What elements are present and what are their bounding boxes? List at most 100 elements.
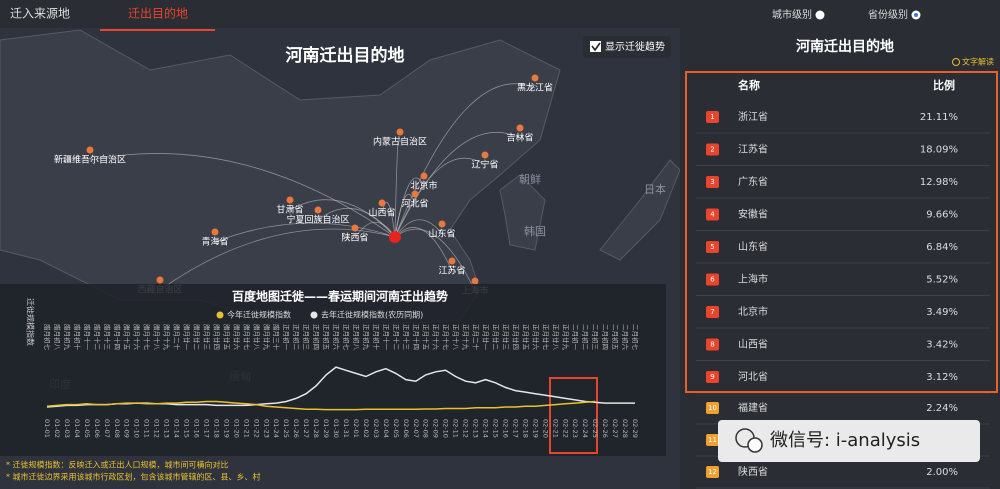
map-label: 日本	[644, 182, 666, 196]
link[interactable]: 文字解读	[962, 57, 994, 67]
map-label: 黑龙江省	[517, 82, 553, 94]
x-tick-label: 01-05	[83, 419, 91, 438]
x-tick-label: 02-04	[382, 419, 390, 438]
x-tick-label: 01-31	[342, 419, 350, 438]
lunar-label: 正月廿二	[491, 324, 500, 351]
lunar-label: 腊月十四	[113, 324, 122, 350]
x-tick-label: 01-13	[163, 419, 171, 438]
x-tick-label: 02-06	[402, 419, 410, 438]
col-header: 名称	[738, 78, 760, 92]
name: 山西省	[738, 338, 768, 351]
x-tick-label: 02-01	[352, 419, 360, 438]
rank-badge	[706, 208, 719, 221]
city-dot	[378, 199, 386, 207]
tab[interactable]: 迁入来源地	[10, 7, 70, 21]
lunar-label: 正月廿九	[561, 324, 570, 351]
lunar-label: 腊月廿四	[212, 324, 221, 350]
x-tick-label: 02-17	[511, 419, 519, 438]
x-tick-label: 01-11	[143, 419, 151, 438]
lunar-label: 二月初七	[631, 324, 640, 351]
lunar-label: 腊月十七	[143, 324, 152, 351]
x-tick-label: 02-20	[541, 419, 549, 438]
x-tick-label: 01-20	[232, 419, 240, 438]
x-tick-label: 02-18	[521, 419, 529, 438]
lunar-label: 二月初六	[621, 324, 630, 351]
origin-pin	[389, 231, 401, 243]
rank: 4	[710, 211, 715, 219]
rank: 12	[708, 468, 717, 476]
map-label: 山西省	[368, 207, 395, 219]
flow-line	[289, 199, 396, 238]
lunar-label: 正月十八	[452, 324, 461, 351]
toggle-box[interactable]	[583, 36, 671, 58]
x-tick-label: 02-22	[561, 419, 569, 438]
lunar-label: 腊月初九	[63, 324, 72, 351]
rank: 8	[710, 341, 714, 349]
x-tick-label: 02-25	[591, 419, 599, 438]
map-label: 北京市	[410, 180, 437, 192]
x-tick-label: 01-14	[173, 419, 181, 438]
rank: 10	[708, 404, 717, 412]
share: 2.24%	[926, 403, 958, 414]
x-tick-label: 01-07	[103, 419, 111, 438]
x-tick-label: 01-06	[93, 419, 101, 438]
lunar-label: 正月十二	[392, 324, 401, 351]
lunar-label: 正月十九	[462, 324, 471, 351]
rank: 2	[710, 146, 714, 154]
lunar-label: 正月十五	[422, 324, 431, 351]
lunar-label: 腊月三十	[272, 324, 281, 351]
x-tick-label: 01-17	[202, 419, 210, 438]
col-header: 比例	[933, 78, 955, 92]
x-tick-label: 02-26	[601, 419, 609, 438]
city-dot	[438, 220, 446, 228]
rank-badge	[706, 143, 719, 156]
x-tick-label: 02-02	[362, 419, 370, 438]
city-dot	[471, 277, 479, 285]
x-tick-label: 02-14	[482, 419, 490, 438]
lunar-label: 正月初九	[362, 324, 371, 351]
city-dot	[420, 172, 428, 180]
radio-label[interactable]: 城市级别	[772, 8, 812, 21]
lunar-label: 正月十一	[382, 324, 391, 351]
radio[interactable]	[815, 10, 825, 20]
map-label: 韩国	[524, 224, 546, 238]
lunar-label: 腊月廿五	[222, 324, 231, 351]
x-tick-label: 01-25	[282, 419, 290, 438]
tab-active[interactable]: 迁出目的地	[128, 6, 188, 21]
map-label: 江苏省	[438, 265, 465, 277]
lunar-label: 腊月廿六	[232, 324, 241, 351]
city-dot	[156, 276, 164, 284]
map-label: 青海省	[201, 236, 228, 248]
toggle-label[interactable]: 显示迁徙趋势	[605, 40, 665, 53]
lunar-label: 正月初十	[372, 324, 381, 351]
lunar-label: 腊月廿八	[252, 324, 261, 351]
name: 河北省	[738, 370, 768, 383]
korea-land	[499, 174, 546, 251]
radio-label[interactable]: 省份级别	[868, 8, 908, 21]
x-tick-label: 02-11	[452, 419, 460, 438]
lunar-label: 腊月廿二	[192, 324, 201, 351]
name: 山东省	[738, 240, 768, 253]
lunar-label: 腊月廿九	[262, 324, 271, 351]
rank-badge	[706, 402, 719, 414]
lunar-label: 正月廿七	[541, 324, 550, 351]
map-label: 河北省	[401, 198, 428, 210]
name: 浙江省	[738, 110, 768, 123]
city-dot	[86, 146, 94, 154]
x-tick-label: 02-10	[442, 419, 450, 438]
map-label: 陕西省	[341, 232, 368, 244]
table: 1 浙江省 21.11% 2 江苏省 18.09% 3 广东省 12.98% 4 安徽省 9.66% 5…	[696, 110, 990, 489]
x-tick-label: 02-03	[372, 419, 380, 438]
share: 21.11%	[920, 112, 958, 123]
city-dot	[411, 190, 419, 198]
x-tick-label: 01-21	[242, 419, 250, 438]
city-dot	[314, 206, 322, 214]
share: 3.12%	[926, 372, 958, 383]
note: * 城市迁徙边界采用该城市行政区划，包含该城市管辖的区、县、乡、村	[6, 472, 261, 482]
checkbox[interactable]	[590, 41, 601, 52]
line	[46, 400, 596, 411]
note: * 迁徙规模指数：反映迁入或迁出人口规模，城市间可横向对比	[6, 460, 229, 470]
lunar-label: 正月廿六	[531, 324, 540, 351]
lunar-label: 腊月十八	[153, 324, 162, 351]
name: 上海市	[738, 273, 768, 286]
